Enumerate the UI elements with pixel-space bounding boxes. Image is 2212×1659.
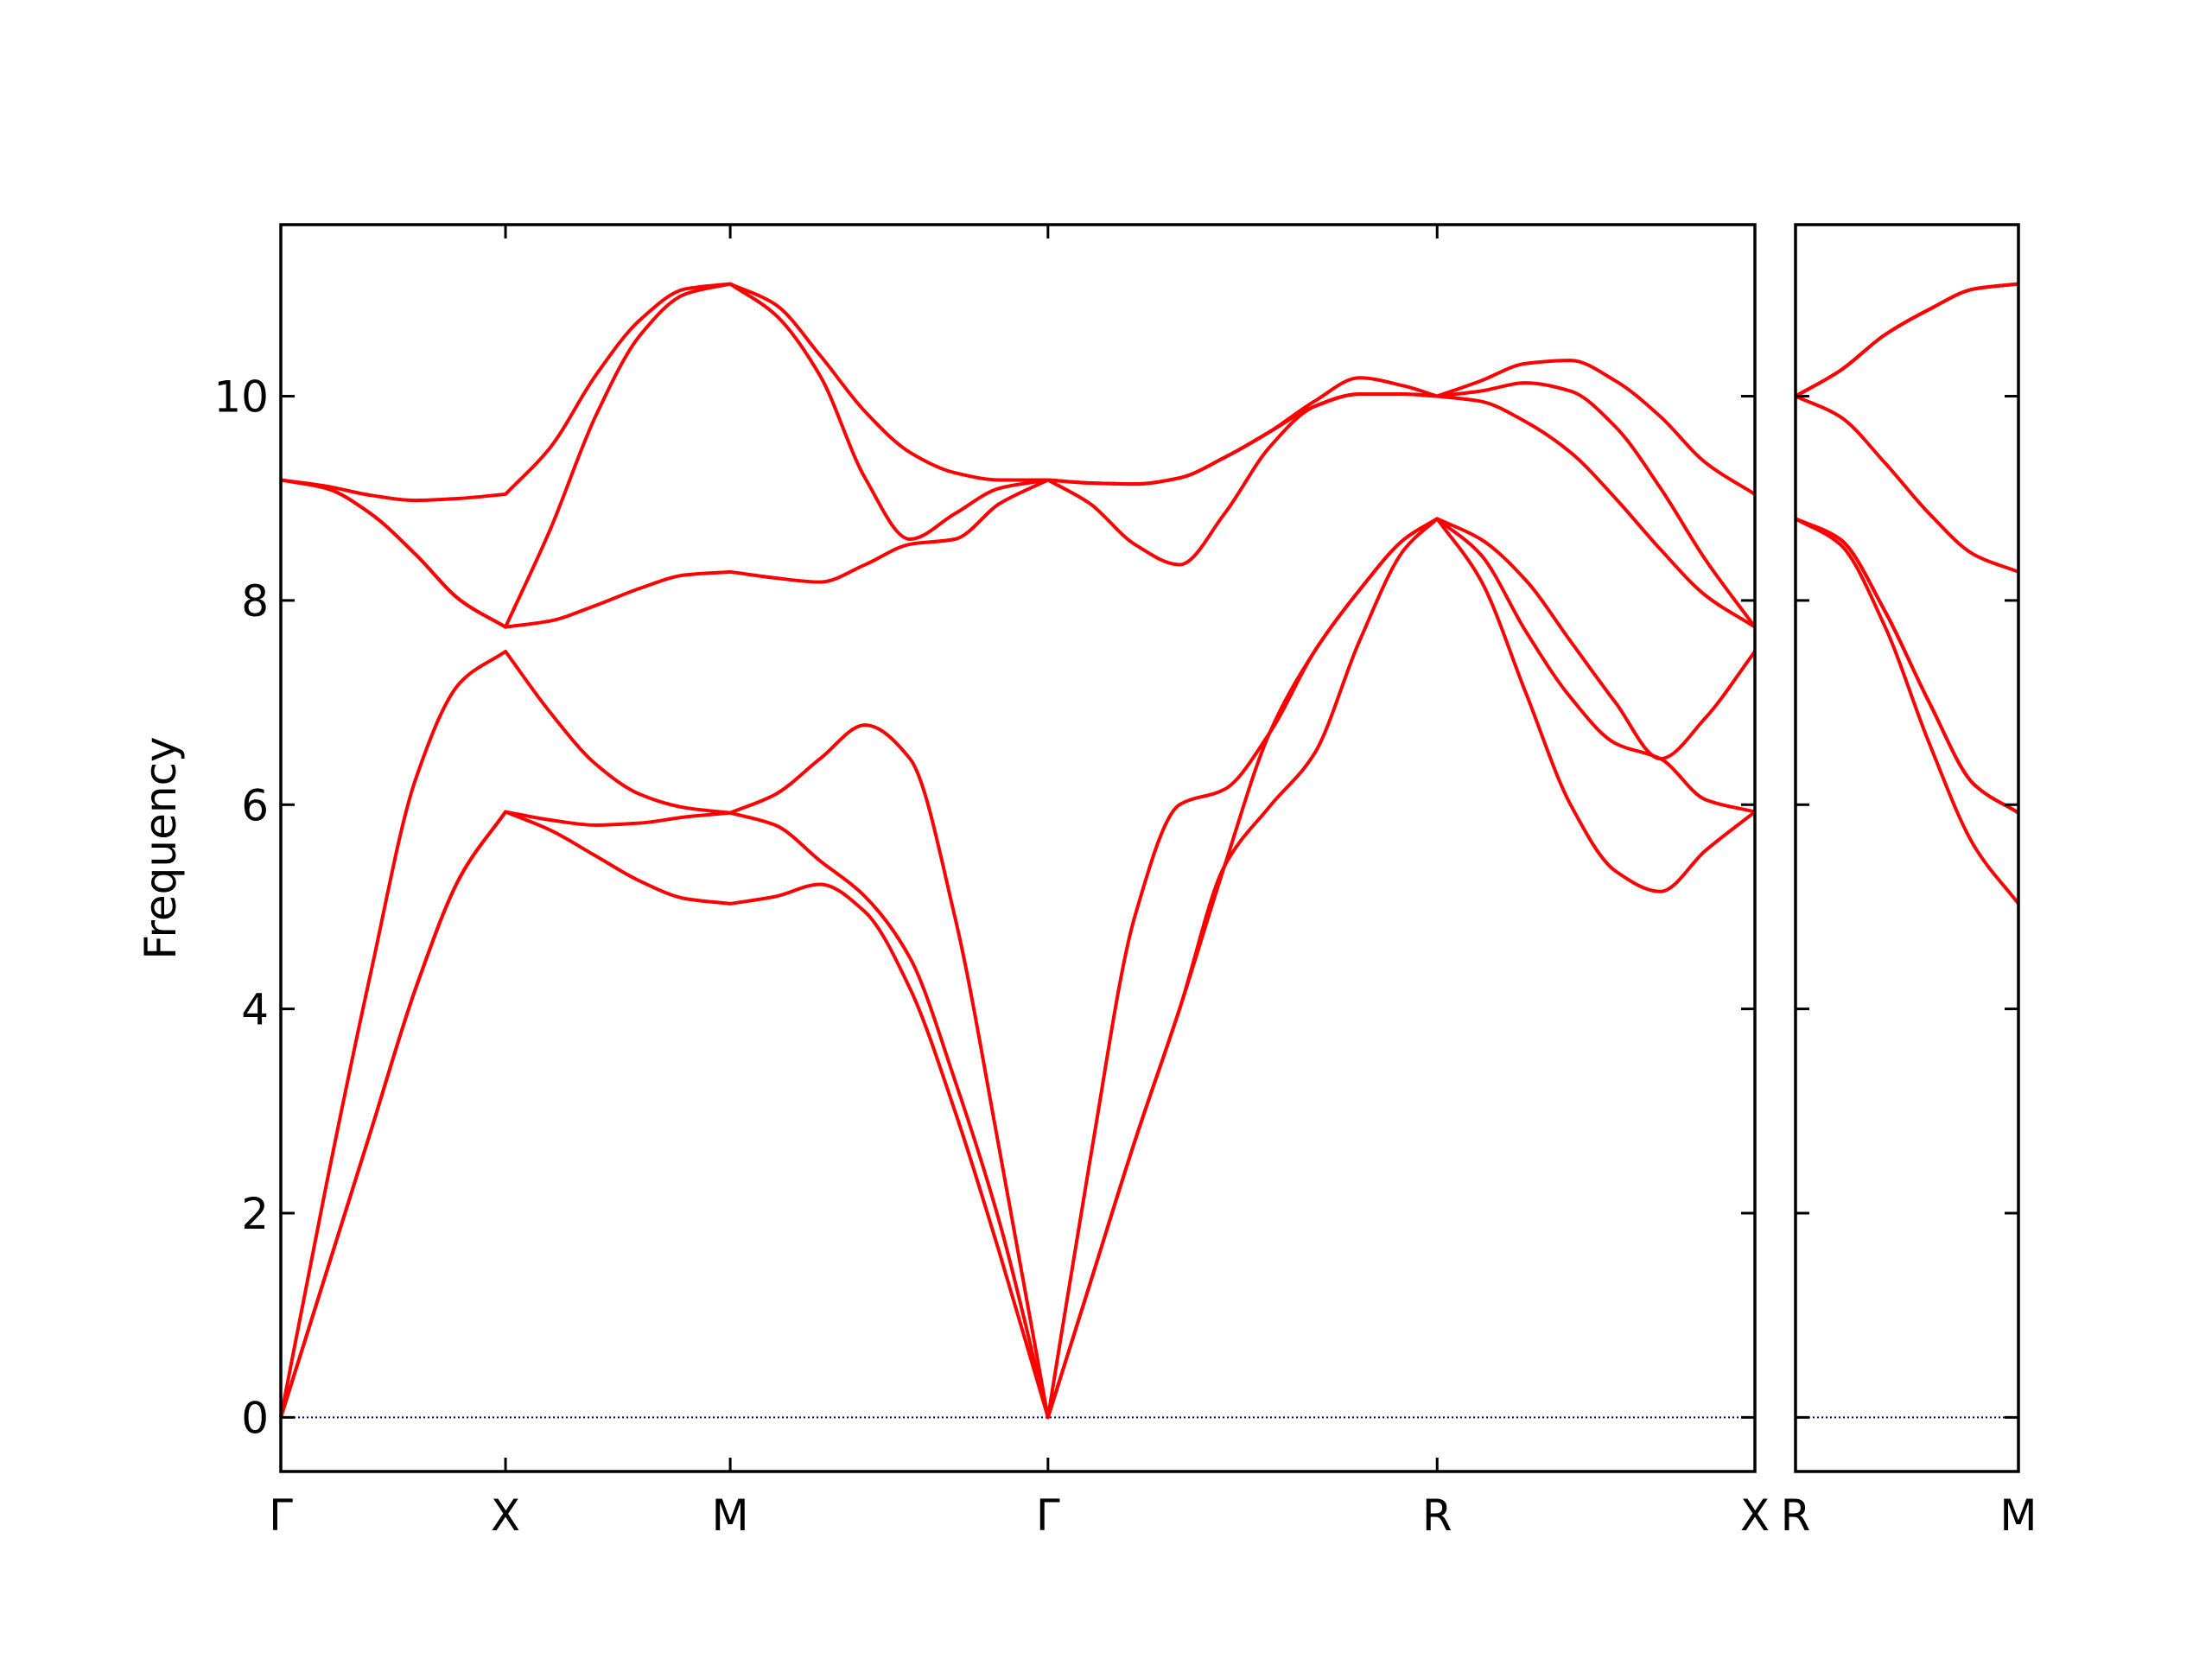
x-tick-label: M (1999, 1491, 2037, 1541)
y-tick-label: 8 (241, 576, 269, 626)
band-line (280, 282, 1757, 629)
band-line (1795, 517, 2020, 815)
x-tick-label: X (491, 1491, 520, 1541)
x-tick-label: R (1422, 1491, 1452, 1541)
x-tick-label: Γ (1036, 1491, 1060, 1541)
band-line (1795, 282, 2019, 398)
plot-frame (279, 223, 1757, 1473)
x-tick-label: R (1781, 1491, 1811, 1541)
y-tick-label: 4 (241, 985, 269, 1035)
x-tick-label: X (1740, 1491, 1770, 1541)
y-tick-label: 10 (213, 372, 269, 423)
band-line (280, 282, 1757, 503)
plot-frame (1794, 223, 2020, 1473)
x-tick-label: M (712, 1491, 749, 1541)
band-line (1795, 394, 2019, 574)
x-tick-label: Γ (269, 1491, 293, 1541)
band-line (279, 517, 1756, 1420)
y-tick-label: 2 (241, 1189, 269, 1239)
y-tick-label: 0 (241, 1393, 269, 1443)
band-line (1795, 517, 2020, 906)
y-tick-label: 6 (241, 780, 269, 830)
y-axis-label: Frequency (136, 736, 186, 959)
band-line (1795, 517, 2020, 815)
band-line (279, 517, 1757, 1420)
